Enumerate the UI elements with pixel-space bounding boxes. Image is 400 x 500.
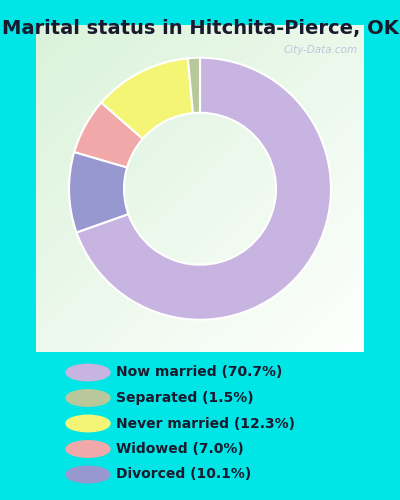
Text: Widowed (7.0%): Widowed (7.0%) <box>116 442 244 456</box>
Text: Never married (12.3%): Never married (12.3%) <box>116 416 295 430</box>
Text: Now married (70.7%): Now married (70.7%) <box>116 366 282 380</box>
Wedge shape <box>74 102 143 168</box>
Wedge shape <box>188 58 200 113</box>
Text: Marital status in Hitchita-Pierce, OK: Marital status in Hitchita-Pierce, OK <box>2 19 398 38</box>
Circle shape <box>66 415 110 432</box>
Circle shape <box>66 466 110 483</box>
Wedge shape <box>76 58 331 320</box>
Circle shape <box>66 390 110 406</box>
Text: Divorced (10.1%): Divorced (10.1%) <box>116 468 251 481</box>
Text: City-Data.com: City-Data.com <box>283 44 357 54</box>
Text: Separated (1.5%): Separated (1.5%) <box>116 391 254 405</box>
Circle shape <box>66 364 110 381</box>
Wedge shape <box>101 58 193 139</box>
Wedge shape <box>69 152 128 232</box>
Circle shape <box>66 441 110 457</box>
